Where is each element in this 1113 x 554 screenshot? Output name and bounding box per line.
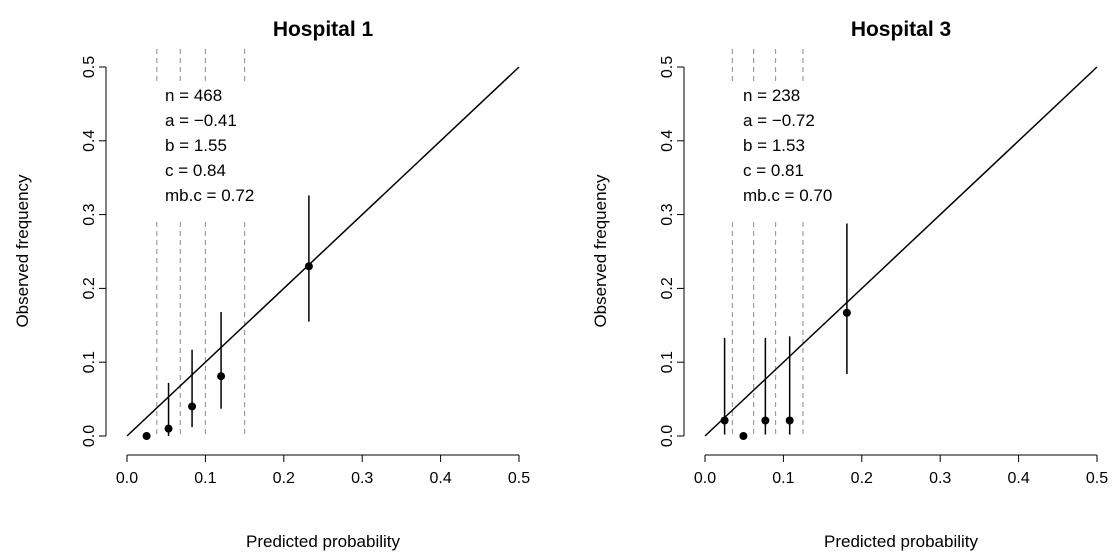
stat-a: a = −0.41 [165, 111, 237, 130]
diagonal-reference-line [704, 66, 1098, 437]
stats-block: n = 238 a = −0.72 b = 1.53 c = 0.81 mb.c… [743, 86, 832, 205]
x-tick-label: 0.5 [1086, 470, 1108, 487]
stat-n: n = 238 [743, 86, 800, 105]
x-tick-label: 0.0 [694, 470, 716, 487]
y-tick-label: 0.0 [659, 425, 676, 447]
x-tick-label: 0.4 [429, 470, 451, 487]
x-tick-label: 0.1 [194, 470, 216, 487]
y-tick-label: 0.1 [659, 351, 676, 373]
stat-mbc: mb.c = 0.72 [165, 186, 254, 205]
stat-a: a = −0.72 [743, 111, 815, 130]
x-tick-label: 0.4 [1007, 470, 1029, 487]
data-point [842, 308, 851, 317]
y-tick-label: 0.5 [81, 56, 98, 78]
chart-title: Hospital 3 [851, 18, 951, 41]
x-tick-label: 0.0 [116, 470, 138, 487]
x-tick-label: 0.3 [351, 470, 373, 487]
x-tick-label: 0.1 [772, 470, 794, 487]
y-tick-label: 0.2 [81, 277, 98, 299]
data-point [720, 416, 729, 425]
data-point [304, 262, 313, 271]
x-tick-label: 0.3 [929, 470, 951, 487]
y-tick-label: 0.2 [659, 277, 676, 299]
y-tick-label: 0.1 [81, 351, 98, 373]
data-point [217, 372, 226, 381]
y-tick-label: 0.3 [81, 203, 98, 225]
data-point [142, 432, 151, 440]
y-tick-label: 0.0 [81, 425, 98, 447]
data-point [164, 424, 173, 433]
data-point [761, 416, 770, 425]
data-point [785, 416, 794, 425]
stat-b: b = 1.53 [743, 136, 805, 155]
y-axis-title: Observed frequency [591, 174, 610, 328]
x-axis-title: Predicted probability [824, 532, 979, 551]
y-tick-label: 0.4 [81, 130, 98, 152]
chart-title: Hospital 1 [273, 18, 374, 41]
x-tick-label: 0.5 [508, 470, 530, 487]
panel-hospital-3: Hospital 3 Predicted probability Observe… [591, 18, 1108, 551]
x-tick-label: 0.2 [273, 470, 295, 487]
data-point [739, 432, 748, 440]
data-point [188, 402, 197, 411]
y-tick-label: 0.5 [659, 56, 676, 78]
stats-block: n = 468 a = −0.41 b = 1.55 c = 0.84 mb.c… [165, 86, 254, 205]
panel-hospital-1: Hospital 1 Predicted probability Observe… [13, 18, 530, 551]
stat-c: c = 0.84 [165, 161, 226, 180]
y-axis-title: Observed frequency [13, 174, 32, 328]
stat-n: n = 468 [165, 86, 222, 105]
stat-mbc: mb.c = 0.70 [743, 186, 832, 205]
y-tick-label: 0.4 [659, 130, 676, 152]
y-tick-label: 0.3 [659, 203, 676, 225]
x-axis-title: Predicted probability [246, 532, 401, 551]
x-tick-label: 0.2 [851, 470, 873, 487]
stat-b: b = 1.55 [165, 136, 227, 155]
stat-c: c = 0.81 [743, 161, 804, 180]
